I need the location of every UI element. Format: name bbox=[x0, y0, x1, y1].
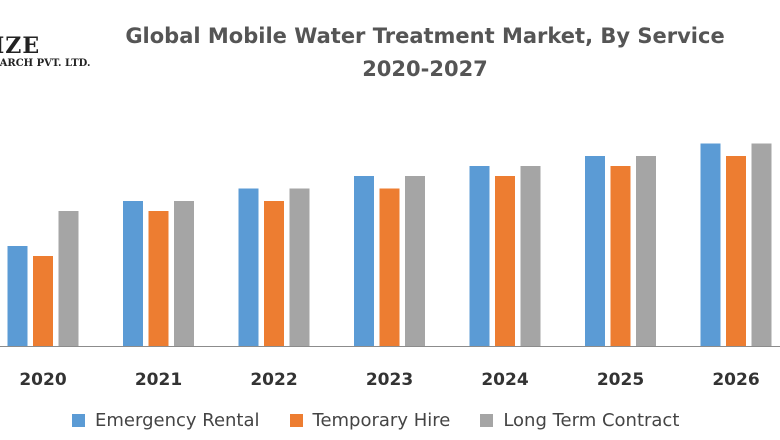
legend-swatch bbox=[289, 414, 303, 427]
legend-item-long-term-contract: Long Term Contract bbox=[480, 410, 679, 431]
x-tick-label-2024: 2024 bbox=[481, 370, 528, 390]
logo-sub-text: EARCH PVT. LTD. bbox=[0, 58, 91, 69]
bar-long-term-contract-2021 bbox=[174, 201, 194, 346]
chart-title-line1: Global Mobile Water Treatment Market, By… bbox=[125, 24, 725, 48]
bar-long-term-contract-2022 bbox=[289, 188, 310, 346]
legend-item-temporary-hire: Temporary Hire bbox=[289, 410, 451, 431]
legend-label: Temporary Hire bbox=[312, 410, 451, 431]
chart-legend: Emergency Rental Temporary Hire Long Term … bbox=[72, 410, 679, 431]
bar-long-term-contract-2026 bbox=[751, 143, 772, 346]
bar-temporary-hire-2025 bbox=[610, 166, 631, 346]
logo-main-text: IZE bbox=[0, 33, 41, 59]
bar-emergency-rental-2026 bbox=[700, 143, 721, 346]
bar-emergency-rental-2023 bbox=[354, 176, 374, 346]
bar-long-term-contract-2023 bbox=[405, 176, 425, 346]
bar-temporary-hire-2026 bbox=[726, 156, 746, 346]
bar-long-term-contract-2020 bbox=[58, 211, 79, 346]
bar-long-term-contract-2025 bbox=[636, 156, 656, 346]
bar-emergency-rental-2025 bbox=[585, 156, 605, 346]
x-tick-label-2021: 2021 bbox=[135, 370, 182, 390]
legend-swatch bbox=[72, 414, 85, 427]
x-tick-label-2026: 2026 bbox=[712, 370, 759, 390]
x-tick-label-2020: 2020 bbox=[19, 370, 66, 390]
bar-temporary-hire-2022 bbox=[264, 201, 284, 346]
legend-label: Emergency Rental bbox=[95, 410, 260, 431]
legend-label: Long Term Contract bbox=[503, 410, 680, 431]
bar-temporary-hire-2020 bbox=[33, 256, 53, 346]
x-tick-label-2025: 2025 bbox=[597, 370, 644, 390]
bar-emergency-rental-2024 bbox=[469, 166, 490, 346]
chart-title: Global Mobile Water Treatment Market, By… bbox=[90, 20, 760, 86]
bar-temporary-hire-2024 bbox=[495, 176, 515, 346]
bar-temporary-hire-2023 bbox=[379, 188, 400, 346]
x-tick-label-2023: 2023 bbox=[366, 370, 413, 390]
company-logo: IZE EARCH PVT. LTD. bbox=[0, 34, 110, 70]
bar-long-term-contract-2024 bbox=[520, 166, 541, 346]
legend-item-emergency-rental: Emergency Rental bbox=[72, 410, 260, 431]
bar-temporary-hire-2021 bbox=[148, 211, 169, 346]
chart-title-line2: 2020-2027 bbox=[362, 57, 488, 81]
bar-emergency-rental-2022 bbox=[238, 188, 259, 346]
legend-swatch bbox=[480, 414, 494, 427]
bar-emergency-rental-2020 bbox=[7, 246, 28, 346]
x-tick-label-2022: 2022 bbox=[250, 370, 297, 390]
bar-emergency-rental-2021 bbox=[123, 201, 143, 346]
